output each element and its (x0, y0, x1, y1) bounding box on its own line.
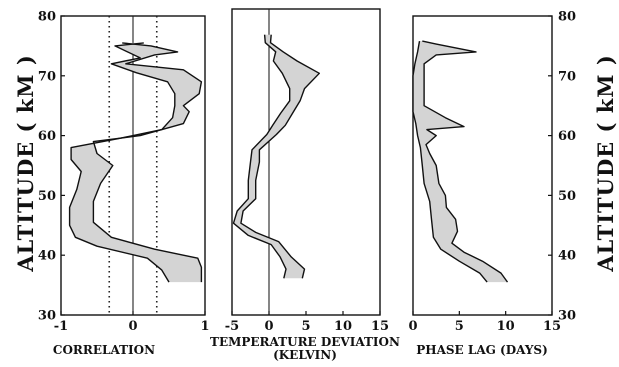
phase-lag-y-tick-label-1: 40 (558, 249, 576, 264)
phase-lag-band-lower-line (412, 40, 488, 283)
x-axis-label-temperature-units: (KELVIN) (273, 348, 337, 362)
y-axis-label-right: ALTITUDE ( kM ) (593, 54, 618, 273)
temperature-confidence-band (233, 34, 320, 279)
correlation-y-tick-label-1: 40 (38, 249, 56, 264)
correlation-x-tick-label-2: 1 (200, 319, 209, 334)
phase-lag-confidence-band (413, 41, 508, 283)
correlation-band-upper-line (92, 42, 203, 283)
phase-lag-y-tick-label-3: 60 (558, 129, 576, 144)
x-axis-label-phase-lag: PHASE LAG (DAYS) (416, 343, 548, 357)
temperature-band-lower-line (232, 34, 291, 279)
correlation-y-tick-label-2: 50 (38, 189, 56, 204)
x-axis-label-correlation: CORRELATION (53, 343, 155, 357)
temperature-x-tick-label-4: 15 (371, 319, 389, 334)
correlation-panel: -1 0 1 30 40 50 60 70 80 (38, 10, 210, 335)
phase-lag-y-tick-label-2: 50 (558, 189, 576, 204)
phase-lag-frame (412, 15, 553, 316)
correlation-y-tick-label-4: 70 (38, 69, 56, 84)
temperature-x-tick-label-0: -5 (225, 319, 239, 334)
temperature-x-tick-label-1: 0 (264, 319, 273, 334)
temperature-x-tick-label-3: 10 (334, 319, 352, 334)
temperature-x-tick-label-2: 5 (301, 319, 310, 334)
phase-lag-band-upper-line (422, 40, 509, 283)
phase-lag-y-tick-label-4: 70 (558, 69, 576, 84)
correlation-confidence-band (69, 42, 202, 283)
correlation-band-lower-line (68, 42, 176, 283)
y-axis-label-left-text: ALTITUDE ( kM ) (13, 54, 38, 273)
correlation-x-tick-label-0: -1 (54, 319, 68, 334)
x-axis-label-temperature: TEMPERATURE DEVIATION (210, 335, 400, 349)
phase-lag-x-tick-label-2: 10 (497, 319, 515, 334)
correlation-y-tick-label-3: 60 (38, 129, 56, 144)
phase-lag-y-tick-label-0: 30 (558, 309, 576, 324)
temperature-panel: -5 0 5 10 15 (225, 8, 389, 334)
correlation-y-tick-label-5: 80 (38, 10, 56, 25)
correlation-y-tick-label-0: 30 (38, 309, 56, 324)
phase-lag-y-tick-label-5: 80 (558, 10, 576, 25)
phase-lag-x-tick-label-0: 0 (408, 319, 417, 334)
correlation-x-tick-label-1: 0 (128, 319, 137, 334)
y-axis-label-left: ALTITUDE ( kM ) (13, 54, 38, 273)
phase-lag-x-tick-label-1: 5 (455, 319, 464, 334)
y-axis-label-right-text: ALTITUDE ( kM ) (593, 54, 618, 273)
temperature-band-upper-line (240, 34, 320, 279)
phase-lag-x-tick-label-3: 15 (543, 319, 561, 334)
